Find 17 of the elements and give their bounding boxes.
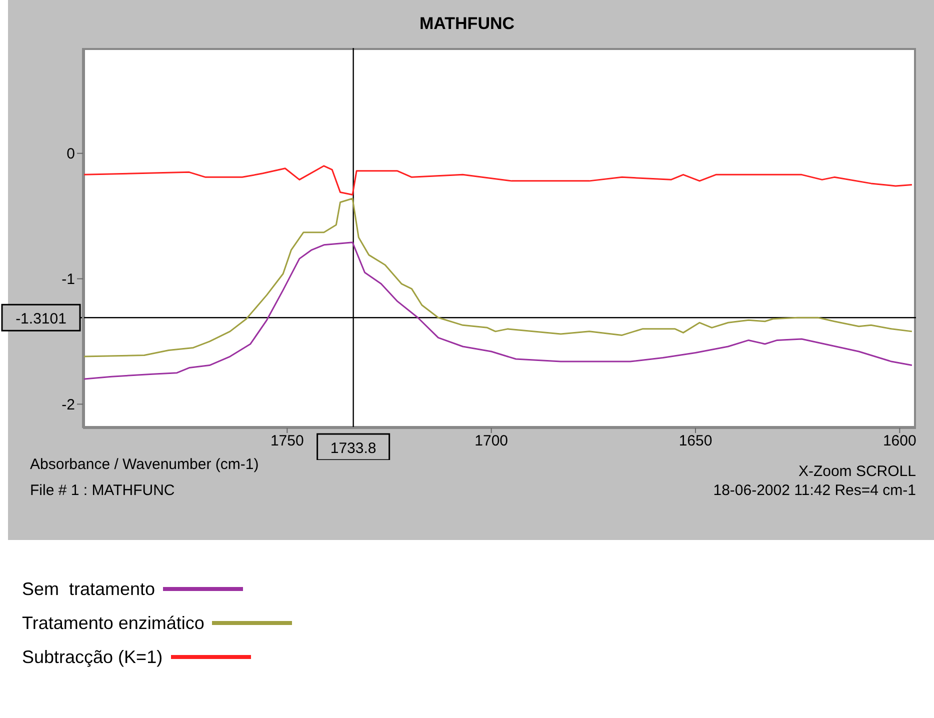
legend-label: Tratamento enzimático [22,612,204,634]
text: X-Zoom SCROLL [798,463,916,480]
text: File # 1 : MATHFUNC [30,482,175,499]
chart-title: MATHFUNC [418,14,516,34]
ref-line-label: 1733.8 [330,440,376,457]
legend-label: Sem tratamento [22,578,156,600]
x-tick-label: 1600 [882,432,916,450]
y-tick-label: -2 [62,396,75,414]
x-tick-label: 1650 [678,432,712,450]
ref-line-label: -1.3101 [16,310,66,328]
text: 18-06-2002 11:42 Res=4 cm-1 [713,482,916,499]
y-tick-label: 0 [66,146,75,163]
y-tick-label: -1 [62,271,75,288]
x-tick-label: 1750 [270,432,304,450]
x-axis-title: Absorbance / Wavenumber (cm-1) [30,456,259,473]
x-tick-label: 1700 [474,432,508,450]
legend-label: Subtracção (K=1) [22,646,163,668]
